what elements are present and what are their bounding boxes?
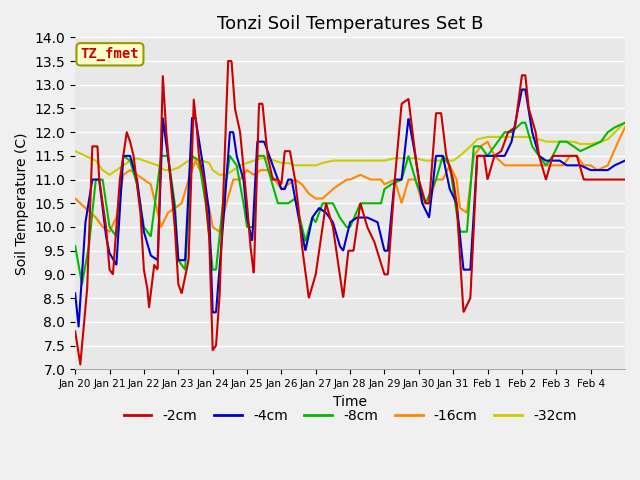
X-axis label: Time: Time: [333, 395, 367, 408]
Text: TZ_fmet: TZ_fmet: [81, 48, 140, 61]
Legend: -2cm, -4cm, -8cm, -16cm, -32cm: -2cm, -4cm, -8cm, -16cm, -32cm: [118, 404, 582, 429]
Y-axis label: Soil Temperature (C): Soil Temperature (C): [15, 132, 29, 275]
Title: Tonzi Soil Temperatures Set B: Tonzi Soil Temperatures Set B: [217, 15, 483, 33]
